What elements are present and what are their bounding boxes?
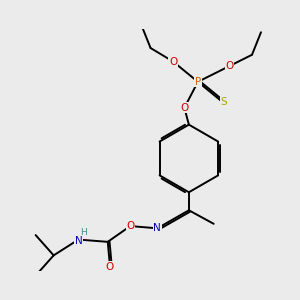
Text: N: N <box>75 236 82 246</box>
Text: O: O <box>225 61 234 71</box>
Text: P: P <box>195 77 201 87</box>
Text: O: O <box>169 56 177 67</box>
Text: O: O <box>180 103 188 113</box>
Text: O: O <box>126 221 134 231</box>
Text: S: S <box>220 97 227 107</box>
Text: H: H <box>80 228 87 237</box>
Text: N: N <box>153 223 161 233</box>
Text: O: O <box>106 262 114 272</box>
